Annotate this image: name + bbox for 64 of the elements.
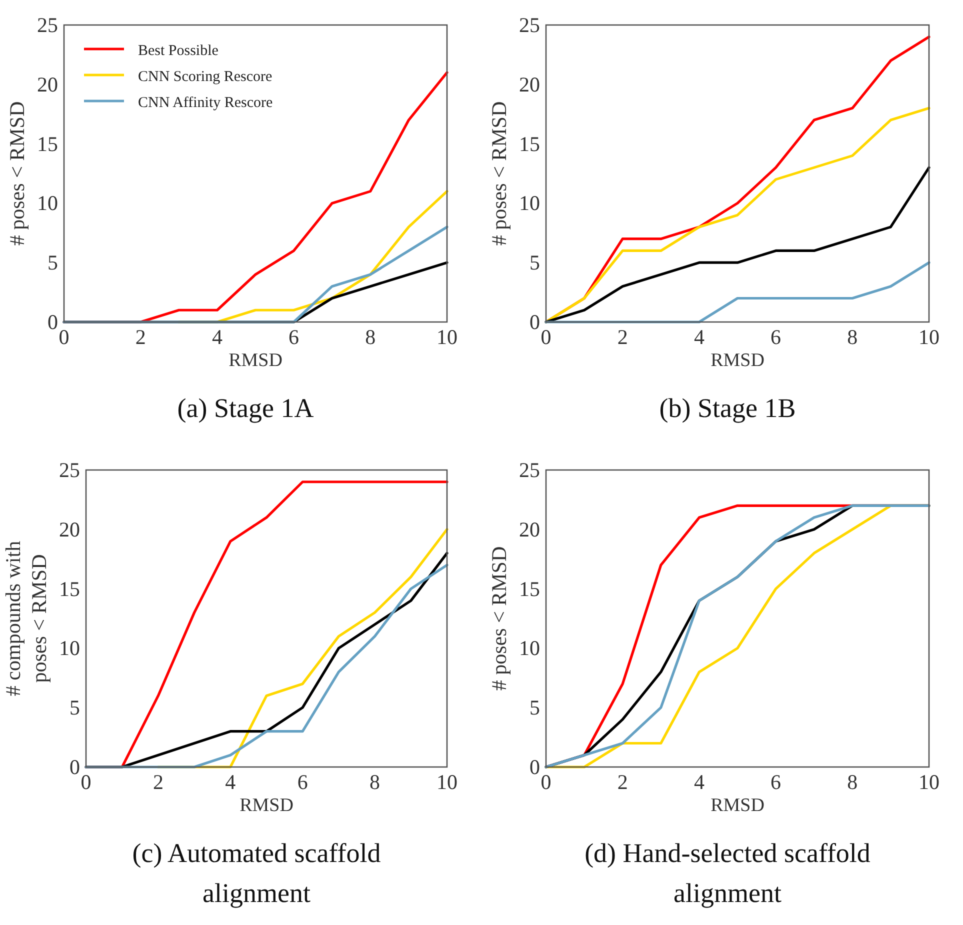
legend-label: Best Possible xyxy=(138,43,219,59)
y-tick-label: 15 xyxy=(59,576,80,601)
y-tick-label: 0 xyxy=(48,310,58,334)
y-tick-label: 20 xyxy=(519,72,540,96)
x-axis-title: RMSD xyxy=(710,350,764,371)
legend-label: CNN Scoring Rescore xyxy=(138,69,272,85)
text: (a) Stage 1A xyxy=(177,393,314,423)
x-tick-label: 8 xyxy=(847,770,858,794)
x-tick-label: 8 xyxy=(847,325,858,349)
y-tick-label: 0 xyxy=(530,755,540,779)
line-series xyxy=(544,106,930,324)
x-tick-label: 10 xyxy=(436,770,458,794)
x-tick-label: 8 xyxy=(365,325,376,349)
x-tick-label: 4 xyxy=(694,325,705,349)
y-tick-label: 20 xyxy=(59,517,80,542)
line-series xyxy=(62,226,448,324)
x-tick-label: 6 xyxy=(288,325,300,349)
y-tick-label: 10 xyxy=(519,191,540,216)
line-series xyxy=(544,166,930,324)
y-tick-label: 25 xyxy=(59,458,80,482)
x-tick-label: 2 xyxy=(152,770,164,794)
y-tick-label: 25 xyxy=(519,458,540,482)
y-tick-label: 20 xyxy=(519,517,540,542)
x-tick-label: 10 xyxy=(436,325,458,349)
x-tick-label: 6 xyxy=(770,325,782,349)
line-series xyxy=(544,504,930,768)
legend-label: CNN Affinity Rescore xyxy=(138,95,274,111)
x-tick-label: 4 xyxy=(212,325,223,349)
y-tick-label: 10 xyxy=(37,191,58,216)
x-axis-title: RMSD xyxy=(228,350,282,371)
y-axis-title: # poses < RMSD xyxy=(487,546,511,691)
y-tick-label: 0 xyxy=(70,755,80,779)
x-axis-title: RMSD xyxy=(710,795,764,816)
y-tick-label: 5 xyxy=(530,696,540,720)
x-tick-label: 4 xyxy=(694,770,705,794)
x-tick-label: 6 xyxy=(297,770,308,794)
y-tick-label: 5 xyxy=(48,250,58,275)
y-tick-label: 10 xyxy=(519,636,540,660)
x-tick-label: 8 xyxy=(370,770,380,794)
text: (d) Hand-selected scaffold alignment xyxy=(584,838,871,908)
x-tick-label: 6 xyxy=(770,770,782,794)
y-tick-label: 25 xyxy=(519,13,540,37)
y-tick-label: 10 xyxy=(59,636,80,660)
line-series xyxy=(544,261,930,324)
text: (c) Automated scaffold alignment xyxy=(132,838,382,908)
x-tick-label: 10 xyxy=(918,770,940,794)
y-tick-label: 25 xyxy=(37,13,58,37)
y-axis-title: # poses < RMSD xyxy=(5,101,29,246)
y-tick-label: 5 xyxy=(530,250,540,275)
y-tick-label: 15 xyxy=(519,576,540,601)
x-tick-label: 2 xyxy=(617,770,628,794)
x-tick-label: 2 xyxy=(617,325,628,349)
y-tick-label: 15 xyxy=(37,132,58,156)
x-axis-title: RMSD xyxy=(240,795,294,816)
x-tick-label: 10 xyxy=(918,325,940,349)
y-tick-label: 15 xyxy=(519,132,540,156)
x-tick-label: 4 xyxy=(225,770,236,794)
x-tick-label: 2 xyxy=(135,325,146,349)
y-tick-label: 0 xyxy=(530,310,540,334)
text: (b) Stage 1B xyxy=(659,393,796,423)
y-axis-title: # poses < RMSD xyxy=(487,101,511,246)
y-tick-label: 20 xyxy=(37,72,58,96)
y-tick-label: 5 xyxy=(70,696,80,720)
y-axis-title: # compounds with poses < RMSD xyxy=(1,540,51,696)
